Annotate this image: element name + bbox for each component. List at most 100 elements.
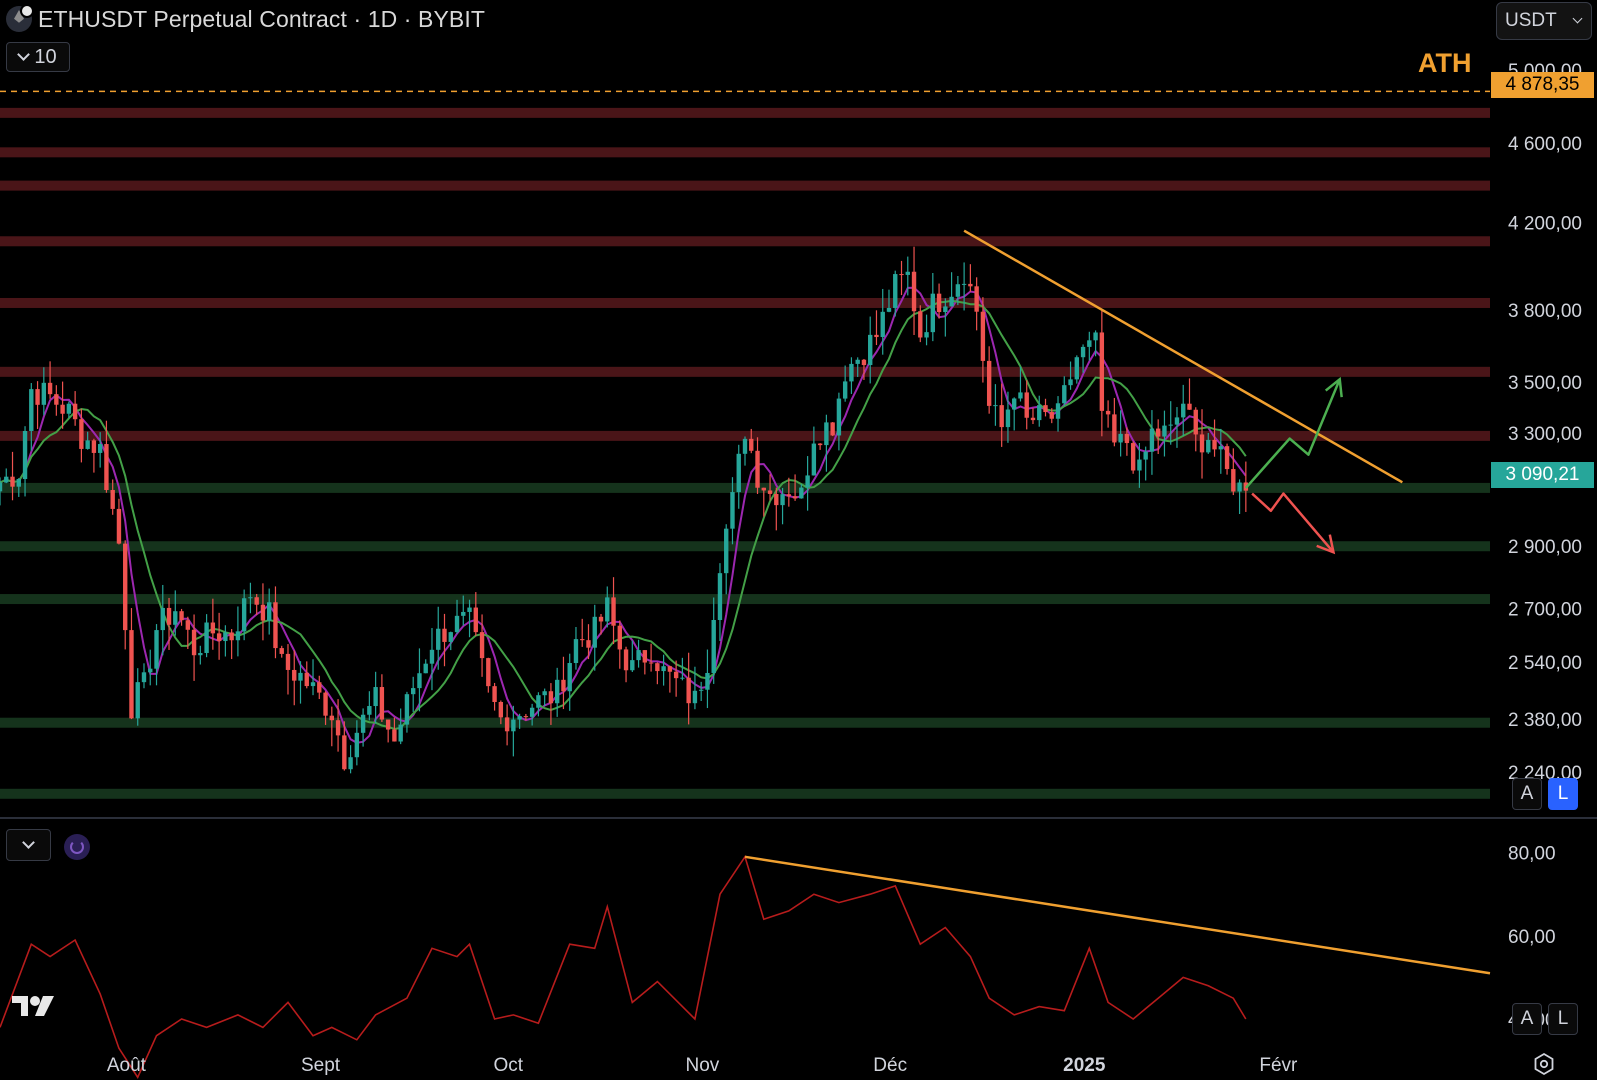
candle-body: [417, 673, 422, 689]
resistance-zone: [0, 147, 1490, 158]
osc-log-scale-button[interactable]: L: [1548, 1003, 1578, 1035]
candle-body: [692, 690, 698, 704]
candle-body: [999, 405, 1004, 428]
osc-auto-scale-button[interactable]: A: [1512, 1003, 1542, 1035]
candle-body: [1137, 459, 1142, 471]
candle-body: [893, 274, 898, 308]
candle-body: [0, 482, 3, 492]
ath-price-badge: 4 878,35: [1491, 72, 1594, 98]
candle-body: [4, 476, 9, 483]
candle-body: [874, 334, 879, 338]
candle-body: [210, 622, 216, 634]
chart-title: ETHUSDT Perpetual Contract · 1D · BYBIT: [38, 5, 485, 32]
candle-body: [786, 494, 792, 497]
candle-body: [373, 687, 378, 707]
candle-body: [911, 271, 917, 312]
candle-body: [379, 687, 385, 720]
candle-body: [254, 597, 259, 605]
resistance-zone: [0, 180, 1490, 191]
projection-down-arrow: [1251, 492, 1335, 554]
indicator-collapse-button[interactable]: 10: [6, 42, 70, 72]
candle-body: [486, 658, 491, 687]
candle-body: [129, 630, 134, 719]
candle-body: [260, 604, 266, 621]
chevron-down-icon: [17, 48, 31, 61]
oscillator-trendline: [744, 855, 1491, 975]
candle-body: [642, 650, 648, 663]
candle-body: [1199, 434, 1205, 453]
candle-body: [1162, 425, 1167, 437]
candle-body: [698, 689, 704, 691]
candle-body: [235, 631, 241, 641]
candle-body: [404, 694, 410, 725]
candle-body: [1118, 433, 1123, 443]
candle-body: [66, 403, 72, 414]
candle-body: [761, 487, 766, 491]
candle-body: [436, 628, 441, 650]
resistance-zone: [0, 107, 1490, 118]
candle-body: [936, 293, 942, 313]
time-axis[interactable]: Août Sept Oct Nov Déc 2025 Févr: [107, 1055, 1298, 1076]
candle-body: [918, 311, 923, 338]
sync-icon[interactable]: [64, 834, 90, 860]
support-zone: [0, 541, 1490, 552]
resistance-zone: [0, 297, 1490, 308]
candle-body: [1037, 405, 1042, 421]
projection-arrows: [1244, 376, 1343, 555]
candle-body: [473, 607, 478, 633]
candle-body: [173, 611, 178, 625]
price-tick-label: 3 300,00: [1508, 424, 1582, 445]
candle-body: [1168, 424, 1173, 426]
candle-body: [792, 496, 798, 499]
candle-body: [611, 597, 616, 626]
chevron-down-icon: [1572, 13, 1583, 24]
moving-averages: [0, 286, 1247, 744]
candle-body: [1030, 417, 1036, 421]
candle-body: [799, 487, 804, 499]
candle-body: [423, 663, 428, 674]
candle-body: [667, 666, 673, 672]
price-tick-label: 3 800,00: [1508, 301, 1582, 322]
time-tick-label: Févr: [1259, 1055, 1298, 1076]
candle-body: [943, 306, 948, 313]
tradingview-logo-icon[interactable]: [10, 992, 62, 1020]
candle-body: [968, 283, 973, 287]
candle-body: [617, 625, 622, 650]
currency-selector[interactable]: USDT: [1496, 2, 1592, 40]
candle-body: [1087, 340, 1092, 347]
candle-body: [354, 732, 360, 758]
ma-fast-line: [0, 286, 1247, 744]
settings-icon[interactable]: [1532, 1052, 1556, 1076]
candle-body: [824, 422, 829, 446]
candle-body: [498, 701, 504, 718]
candle-body: [54, 394, 59, 405]
candle-body: [442, 628, 447, 642]
ma-slow-line: [0, 299, 1247, 731]
candle-body: [41, 382, 47, 405]
candle-body: [542, 691, 547, 696]
candle-body: [986, 360, 992, 406]
currency-label: USDT: [1505, 10, 1557, 31]
candle-body: [1074, 357, 1079, 380]
candle-body: [842, 381, 848, 399]
ath-label: ATH: [1418, 48, 1472, 78]
candle-body: [980, 311, 986, 361]
candle-body: [1206, 439, 1211, 453]
resistance-zone: [0, 236, 1490, 247]
candle-body: [448, 632, 453, 642]
candle-body: [198, 652, 203, 656]
oscillator-collapse-button[interactable]: [6, 829, 51, 861]
candle-body: [855, 359, 860, 364]
candle-body: [529, 707, 535, 717]
candle-body: [241, 598, 247, 632]
candle-body: [573, 639, 579, 664]
price-axis[interactable]: 5 000,004 600,004 200,003 800,003 500,00…: [1508, 61, 1582, 784]
candle-body: [1099, 332, 1105, 411]
candle-body: [148, 668, 153, 673]
candle-body: [561, 679, 566, 692]
projection-up-arrow-head: [1324, 376, 1343, 398]
auto-scale-button[interactable]: A: [1512, 778, 1542, 810]
log-scale-button[interactable]: L: [1548, 778, 1578, 810]
chevron-down-icon: [22, 836, 35, 849]
